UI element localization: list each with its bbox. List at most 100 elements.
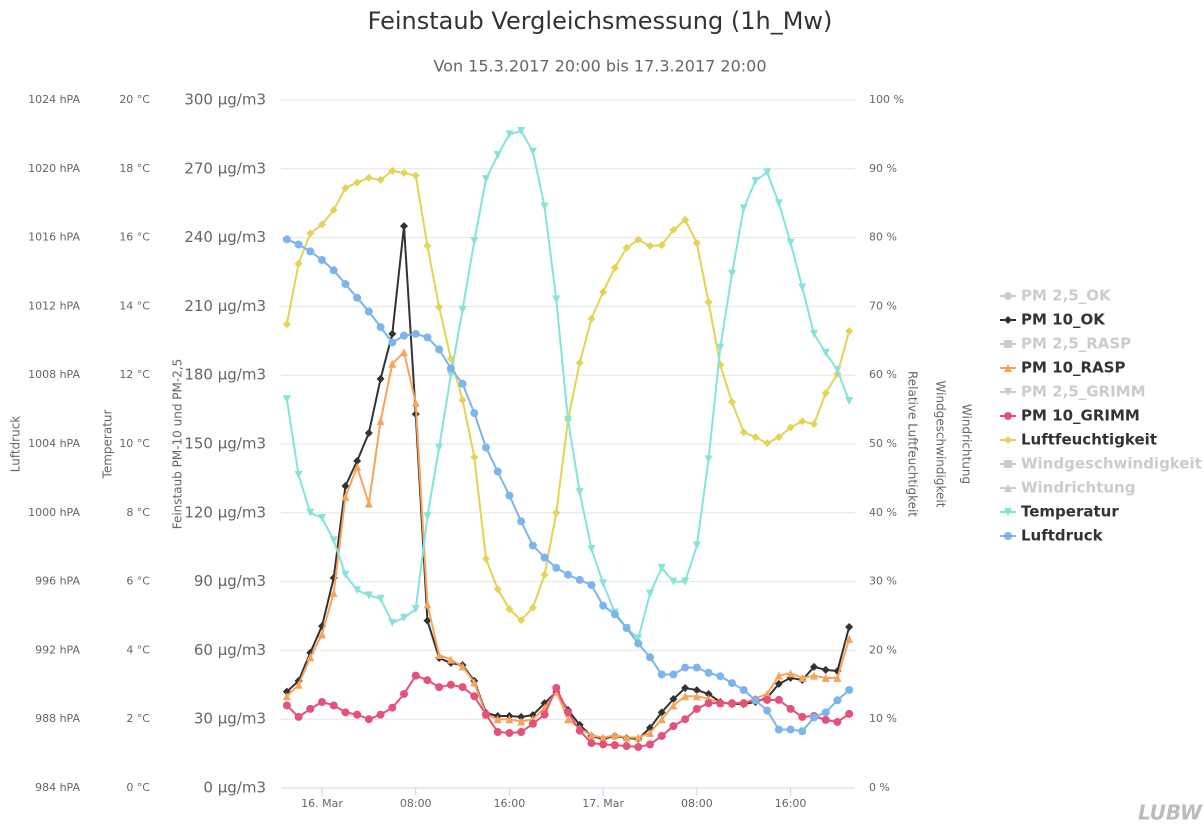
point (364, 428, 373, 437)
point (388, 703, 397, 712)
point (306, 704, 315, 713)
series-line (285, 169, 851, 622)
point (482, 175, 490, 184)
point (610, 263, 619, 272)
series-line (285, 129, 851, 641)
point (446, 680, 455, 689)
y-tick-label: 1000 hPA (28, 506, 80, 519)
y-tick-label: 60 % (869, 368, 897, 381)
point (540, 570, 549, 579)
point (692, 541, 701, 550)
point (833, 366, 842, 375)
point (470, 678, 479, 687)
point (306, 247, 315, 256)
point (364, 715, 373, 724)
point (282, 692, 291, 701)
y-tick-label: 240 µg/m3 (184, 228, 266, 246)
point (763, 695, 772, 704)
point (388, 166, 397, 175)
point (341, 708, 350, 717)
chart-title: Feinstaub Vergleichsmessung (1h_Mw) (368, 7, 833, 35)
x-tick-label: 16:00 (775, 797, 807, 810)
point (845, 709, 854, 718)
legend-label: PM 2,5_GRIMM (1021, 383, 1146, 401)
point (739, 685, 748, 694)
point (845, 397, 854, 405)
point (353, 462, 362, 471)
point (810, 671, 818, 680)
point (692, 663, 701, 672)
point (564, 708, 572, 717)
point (282, 395, 291, 404)
y-tick-label: 30 µg/m3 (194, 710, 266, 728)
point (353, 710, 362, 719)
point (400, 689, 408, 698)
legend-label: PM 10_RASP (1021, 359, 1125, 377)
point (341, 184, 350, 193)
point (845, 634, 854, 643)
point (669, 701, 678, 710)
point (446, 371, 455, 380)
point (845, 623, 854, 632)
point (763, 689, 772, 698)
point (810, 329, 818, 338)
y-tick-label: 1012 hPA (28, 299, 80, 312)
point (622, 733, 631, 742)
y-tick-label: 180 µg/m3 (184, 366, 266, 384)
point (669, 670, 678, 679)
y-tick-label: 14 °C (119, 299, 150, 312)
point (575, 726, 584, 735)
point (728, 269, 736, 278)
point (739, 699, 748, 708)
point (669, 722, 678, 731)
point (692, 239, 701, 248)
point (845, 685, 854, 694)
point (669, 577, 678, 586)
point (400, 348, 408, 357)
point (540, 710, 549, 719)
y-tick-label: 30 % (869, 575, 897, 588)
point (388, 618, 397, 627)
point (704, 455, 713, 464)
point (774, 679, 783, 688)
point (540, 202, 549, 211)
point (763, 168, 772, 177)
point (599, 733, 608, 742)
legend-label: PM 2,5_RASP (1021, 335, 1131, 353)
y-tick-label: 992 hPA (35, 643, 80, 656)
point (318, 513, 326, 522)
point (458, 395, 467, 404)
point (482, 554, 490, 563)
point (458, 683, 467, 692)
point (388, 359, 397, 368)
y-tick-label: 10 % (869, 712, 897, 725)
point (423, 512, 432, 521)
y-tick-label: 270 µg/m3 (184, 159, 266, 177)
point (821, 348, 830, 357)
y-tick-label: 1024 hPA (28, 93, 80, 106)
legend-label: Luftdruck (1021, 527, 1104, 545)
point (821, 715, 830, 724)
y-tick-label: 4 °C (126, 643, 150, 656)
point (798, 673, 807, 682)
point (329, 266, 338, 275)
point (646, 241, 654, 250)
point (552, 563, 561, 572)
y-tick-label: 1020 hPA (28, 162, 80, 175)
point (423, 600, 432, 609)
y-tick-label: 50 % (869, 437, 897, 450)
point (610, 731, 619, 740)
point (599, 740, 608, 749)
point (517, 712, 526, 721)
point (786, 704, 795, 713)
y-tick-label: 2 °C (126, 712, 150, 725)
point (657, 563, 666, 572)
point (1004, 532, 1012, 540)
point (634, 639, 643, 648)
point (528, 719, 537, 728)
point (751, 176, 760, 185)
y-tick-label: 120 µg/m3 (184, 503, 266, 521)
point (505, 605, 514, 614)
y-tick-label: 996 hPA (35, 575, 80, 588)
